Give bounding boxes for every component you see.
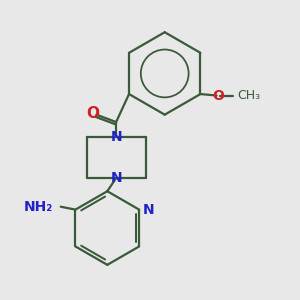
Text: N: N <box>110 130 122 144</box>
Text: O: O <box>212 88 224 103</box>
Text: NH₂: NH₂ <box>24 200 53 214</box>
Text: N: N <box>143 202 154 217</box>
Text: O: O <box>86 106 99 121</box>
Text: CH₃: CH₃ <box>237 89 260 102</box>
Text: N: N <box>110 171 122 185</box>
